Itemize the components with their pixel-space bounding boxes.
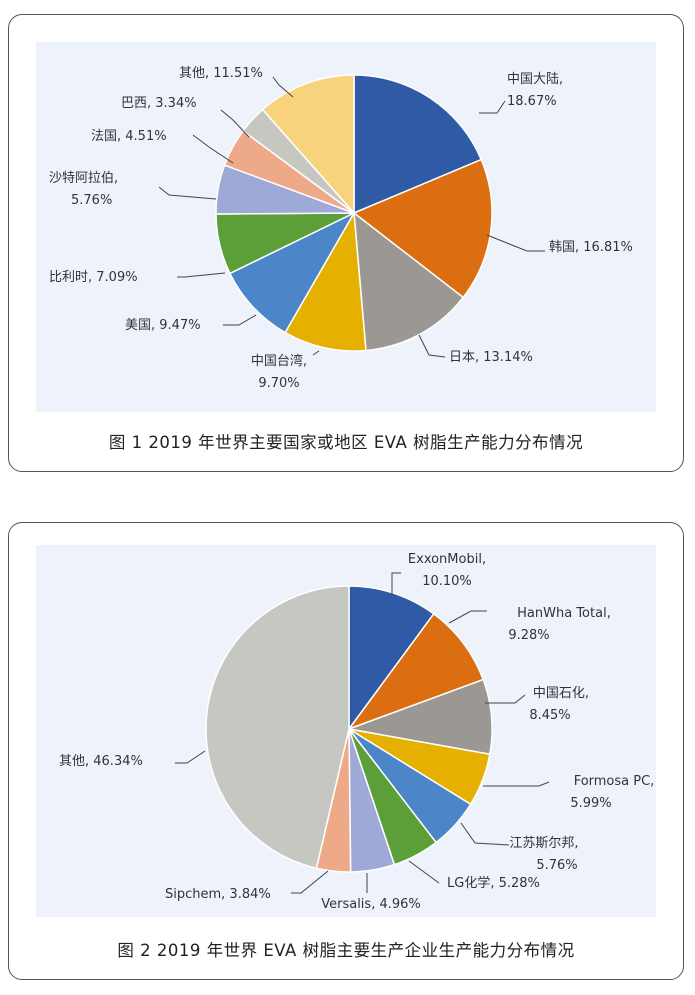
slice-value-5: 5.76% <box>536 858 577 873</box>
slice-label-2: 韩国, 16.81% <box>549 240 633 255</box>
pie-slice-2 <box>346 612 485 731</box>
slice-label-1: ExxonMobil, <box>408 552 486 567</box>
pie-slice-4 <box>284 210 367 352</box>
leader-line-7 <box>158 186 217 200</box>
slice-label-8: Sipchem, 3.84% <box>165 887 271 902</box>
slice-label-3: 日本, 13.14% <box>449 350 533 365</box>
leader-line-3 <box>485 694 526 704</box>
leader-line-2 <box>486 234 545 252</box>
leader-line-10 <box>272 76 294 98</box>
leader-line-5 <box>460 822 510 846</box>
slice-value-2: 9.28% <box>508 628 549 643</box>
leader-line-2 <box>448 610 487 624</box>
leader-line-1 <box>479 100 506 114</box>
slice-value-3: 8.45% <box>529 708 570 723</box>
leader-line-1 <box>391 572 401 595</box>
leader-line-9 <box>175 750 206 764</box>
slice-value-4: 5.99% <box>570 796 611 811</box>
slice-label-7: Versalis, 4.96% <box>321 897 421 912</box>
pie-slice-9 <box>205 585 350 870</box>
leader-line-6 <box>408 860 440 884</box>
chart-panel-2: ExxonMobil, 10.10% HanWha Total, 9.28% 中国石化,… <box>8 522 684 980</box>
slice-value-1: 10.10% <box>422 574 472 589</box>
slice-label-8: 法国, 4.51% <box>91 129 167 144</box>
leader-line-3 <box>418 334 446 358</box>
pie-slice-10 <box>261 74 355 215</box>
leader-line-5 <box>223 314 257 326</box>
pie-slice-5 <box>228 211 356 334</box>
slice-label-5: 美国, 9.47% <box>125 318 201 333</box>
leader-line-4 <box>312 350 320 356</box>
pie-slice-1 <box>353 74 483 215</box>
slice-label-6: 比利时, 7.09% <box>49 270 138 285</box>
slice-label-6: LG化学, 5.28% <box>447 875 540 891</box>
leader-line-6 <box>177 272 226 278</box>
slice-label-7: 沙特阿拉伯, <box>49 171 118 186</box>
slice-label-2: HanWha Total, <box>517 606 611 621</box>
pie-slice-1 <box>348 585 435 732</box>
pie-slice-3 <box>353 211 465 352</box>
chart-panel-1: 中国大陆, 18.67% 韩国, 16.81% 日本, 13.14% 中国台湾, 9.70… <box>8 14 684 472</box>
pie-slice-2 <box>352 158 493 299</box>
pie-chart-1: 中国大陆, 18.67% 韩国, 16.81% 日本, 13.14% 中国台湾, 9.70… <box>49 66 633 391</box>
pie-chart-2: ExxonMobil, 10.10% HanWha Total, 9.28% 中国石化,… <box>59 552 655 912</box>
slice-value-1: 18.67% <box>507 94 557 109</box>
slice-label-9: 巴西, 3.34% <box>121 96 197 111</box>
leader-line-9 <box>220 109 250 138</box>
leader-line-8 <box>192 134 234 164</box>
slice-label-9: 其他, 46.34% <box>59 754 143 769</box>
leader-line-8 <box>291 870 329 894</box>
slice-label-5: 江苏斯尔邦, <box>509 835 578 851</box>
slice-label-3: 中国石化, <box>533 686 589 701</box>
slice-label-4: Formosa PC, <box>574 774 655 789</box>
slice-value-7: 5.76% <box>71 193 112 208</box>
slice-value-4: 9.70% <box>258 376 299 391</box>
slice-label-4: 中国台湾, <box>251 353 307 369</box>
figure-caption-1: 图 1 2019 年世界主要国家或地区 EVA 树脂生产能力分布情况 <box>108 433 584 452</box>
figure-caption-2: 图 2 2019 年世界 EVA 树脂主要生产企业生产能力分布情况 <box>117 941 575 960</box>
leader-line-4 <box>483 781 550 787</box>
slice-label-1: 中国大陆, <box>507 71 563 87</box>
slice-label-10: 其他, 11.51% <box>179 66 263 81</box>
